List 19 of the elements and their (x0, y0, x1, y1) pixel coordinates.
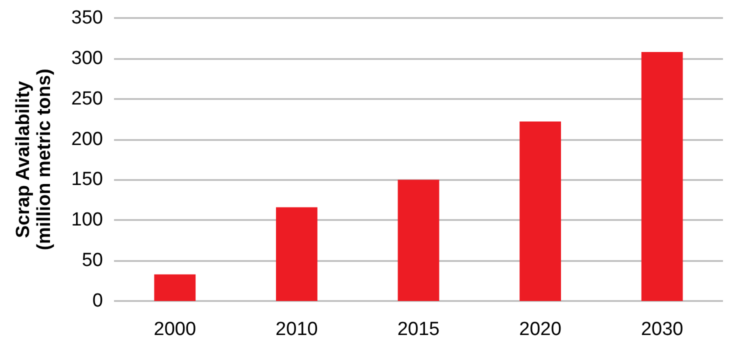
y-tick-label: 300 (71, 48, 103, 69)
y-tick-label: 250 (71, 88, 103, 110)
bar (154, 274, 196, 301)
bar (641, 52, 683, 301)
x-tick-label: 2015 (397, 319, 440, 340)
bar (520, 121, 562, 301)
y-tick-label: 200 (71, 128, 103, 150)
y-tick-label: 0 (92, 290, 103, 312)
y-tick-label: 350 (71, 8, 103, 28)
bar (276, 207, 318, 301)
x-tick-label: 2030 (640, 319, 684, 340)
x-tick-label: 2020 (519, 319, 562, 340)
y-tick-label: 150 (71, 169, 103, 190)
x-tick-label: 2010 (276, 319, 318, 340)
x-tick-label: 2000 (154, 319, 196, 340)
y-tick-label: 100 (71, 210, 103, 231)
bar (398, 180, 440, 301)
y-tick-label: 50 (82, 250, 103, 272)
y-axis-title: Scrap Availability (million metric tons) (13, 68, 55, 250)
